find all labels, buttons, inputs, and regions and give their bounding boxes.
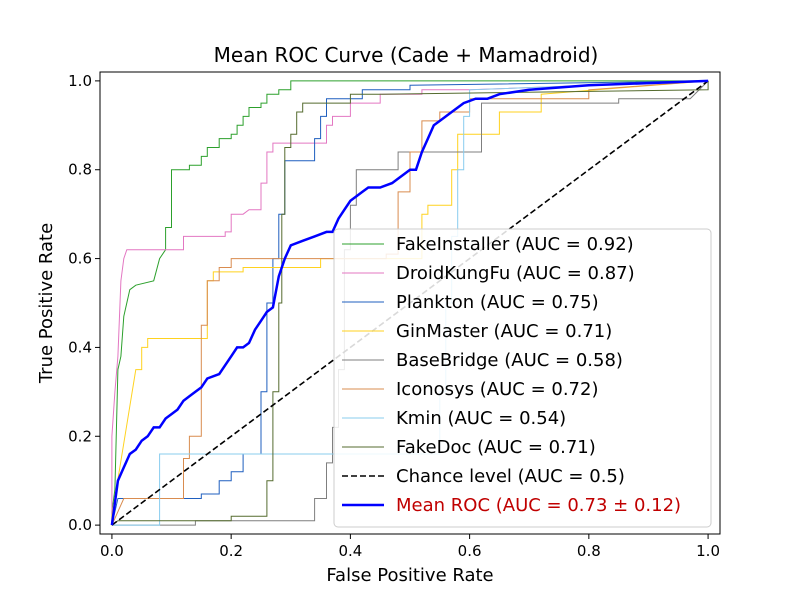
axes-frame xyxy=(99,71,721,535)
chart-title: Mean ROC Curve (Cade + Mamadroid) xyxy=(214,43,599,67)
x-tick-label: 0.0 xyxy=(100,542,124,560)
y-tick-label: 0.6 xyxy=(68,250,92,268)
x-axis-label: False Positive Rate xyxy=(326,565,493,586)
x-tick-label: 0.2 xyxy=(219,542,243,560)
legend-label: GinMaster (AUC = 0.71) xyxy=(396,321,612,342)
legend-label: Plankton (AUC = 0.75) xyxy=(396,292,599,313)
x-tick-label: 0.6 xyxy=(458,542,482,560)
legend: FakeInstaller (AUC = 0.92) DroidKungFu (A… xyxy=(333,228,712,528)
legend-box xyxy=(333,228,712,528)
legend-label: Mean ROC (AUC = 0.73 ± 0.12) xyxy=(396,495,681,516)
series-line-fakedoc xyxy=(111,80,709,526)
y-tick-label: 0.4 xyxy=(68,338,92,356)
legend-label: FakeInstaller (AUC = 0.92) xyxy=(396,234,634,255)
axis-ticks: 0.0 0.2 0.4 0.6 0.8 1.0 0.0 0.2 0.4 0.6 0.8 1.0 xyxy=(68,72,720,560)
y-tick-label: 0.8 xyxy=(68,161,92,179)
x-tick-label: 1.0 xyxy=(696,542,720,560)
series-line-mean-roc xyxy=(110,79,709,526)
series-line-fakeinstaller xyxy=(111,80,709,526)
x-tick-label: 0.4 xyxy=(338,542,362,560)
legend-label: Chance level (AUC = 0.5) xyxy=(396,466,625,487)
legend-label: Kmin (AUC = 0.54) xyxy=(396,408,566,429)
series-line-ginmaster xyxy=(111,80,709,526)
y-axis-label: True Positive Rate xyxy=(36,223,57,384)
series-line-droidkungfu xyxy=(111,80,709,526)
legend-label: Iconosys (AUC = 0.72) xyxy=(396,379,598,400)
y-tick-label: 0.0 xyxy=(68,516,92,534)
y-tick-label: 1.0 xyxy=(68,72,92,90)
legend-label: DroidKungFu (AUC = 0.87) xyxy=(396,263,635,284)
legend-label: FakeDoc (AUC = 0.71) xyxy=(396,437,596,458)
legend-label: BaseBridge (AUC = 0.58) xyxy=(396,350,623,371)
y-tick-label: 0.2 xyxy=(68,427,92,445)
x-tick-label: 0.8 xyxy=(577,542,601,560)
